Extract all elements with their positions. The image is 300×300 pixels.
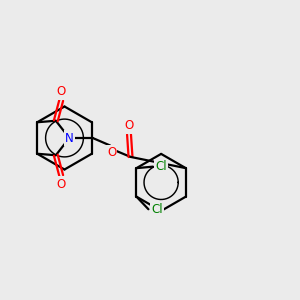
Text: Cl: Cl: [155, 160, 167, 173]
Text: O: O: [124, 119, 134, 133]
Text: O: O: [107, 146, 116, 159]
Text: N: N: [65, 131, 74, 145]
Text: O: O: [57, 178, 66, 190]
Text: O: O: [57, 85, 66, 98]
Text: Cl: Cl: [151, 203, 163, 216]
